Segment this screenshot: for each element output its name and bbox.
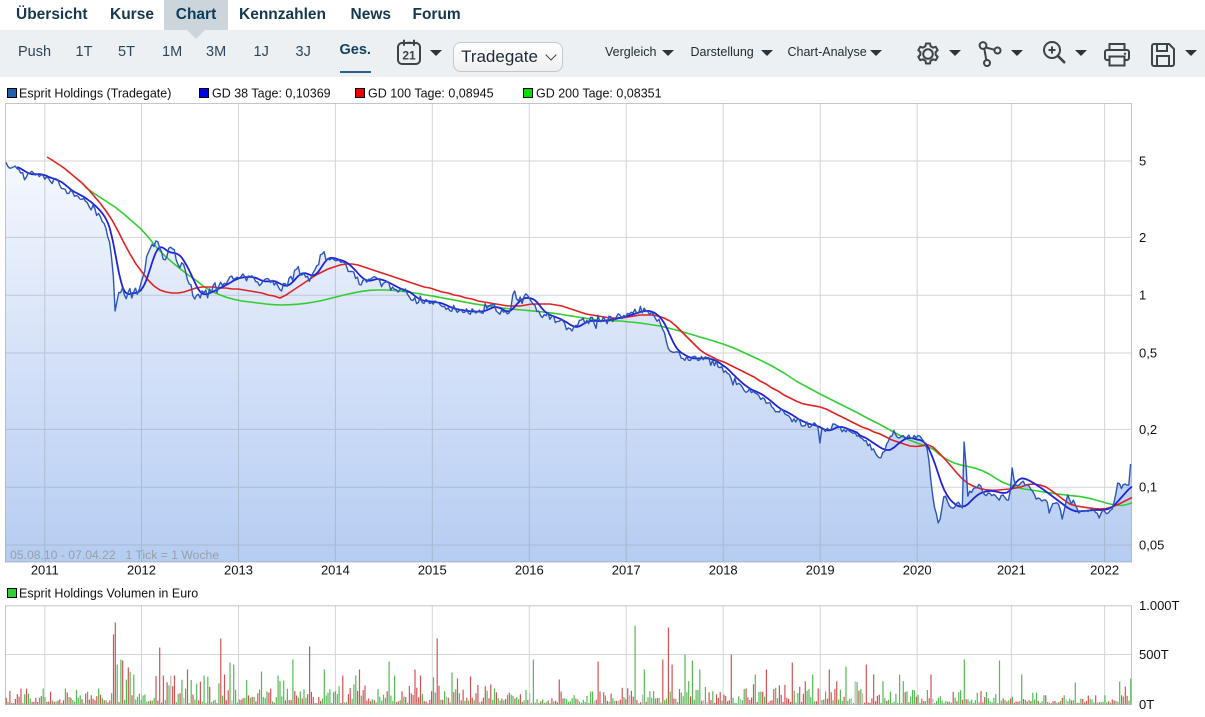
svg-text:2014: 2014 (321, 563, 350, 578)
svg-text:GD 38 Tage: 0,10369: GD 38 Tage: 0,10369 (212, 87, 331, 101)
svg-text:500T: 500T (1139, 647, 1169, 662)
svg-text:2022: 2022 (1090, 563, 1119, 578)
svg-text:1 Tick = 1 Woche: 1 Tick = 1 Woche (126, 548, 220, 562)
svg-text:1.000T: 1.000T (1139, 598, 1180, 613)
svg-text:Esprit Holdings Volumen in Eur: Esprit Holdings Volumen in Euro (19, 587, 198, 601)
svg-text:1: 1 (1139, 288, 1146, 303)
svg-text:2015: 2015 (418, 563, 447, 578)
svg-text:Esprit Holdings (Tradegate): Esprit Holdings (Tradegate) (19, 87, 171, 101)
svg-text:2019: 2019 (806, 563, 835, 578)
svg-text:GD 100 Tage: 0,08945: GD 100 Tage: 0,08945 (368, 87, 494, 101)
svg-text:5: 5 (1139, 154, 1146, 169)
svg-text:2: 2 (1139, 230, 1146, 245)
svg-text:0,2: 0,2 (1139, 422, 1157, 437)
svg-text:05.08.10 - 07.04.22: 05.08.10 - 07.04.22 (10, 548, 116, 562)
svg-text:2013: 2013 (224, 563, 253, 578)
svg-text:2016: 2016 (515, 563, 544, 578)
svg-text:2012: 2012 (127, 563, 156, 578)
svg-text:2021: 2021 (997, 563, 1026, 578)
svg-text:2011: 2011 (31, 563, 59, 578)
svg-text:2017: 2017 (612, 563, 641, 578)
svg-text:2018: 2018 (709, 563, 738, 578)
svg-text:0,1: 0,1 (1139, 480, 1157, 495)
svg-text:2020: 2020 (903, 563, 932, 578)
svg-text:0,5: 0,5 (1139, 346, 1157, 361)
svg-text:0T: 0T (1139, 697, 1154, 712)
svg-text:21: 21 (402, 49, 416, 63)
svg-text:GD 200 Tage: 0,08351: GD 200 Tage: 0,08351 (536, 87, 662, 101)
svg-text:0,05: 0,05 (1139, 538, 1164, 553)
